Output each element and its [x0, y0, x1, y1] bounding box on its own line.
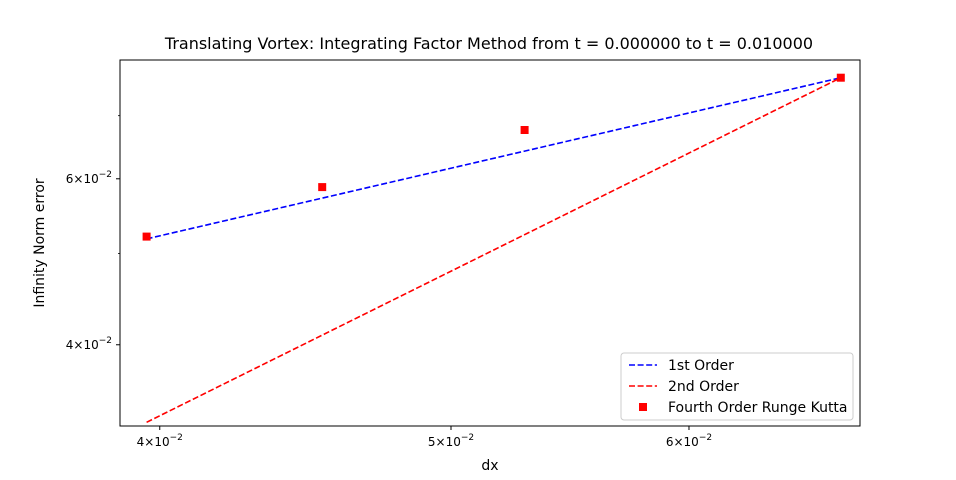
x-tick-label: 4×10−2 [137, 433, 183, 449]
legend-label-rk4: Fourth Order Runge Kutta [668, 400, 848, 416]
x-axis-label: dx [481, 458, 498, 474]
x-tick-label: 6×10−2 [666, 433, 712, 449]
legend-box [620, 352, 854, 421]
plot-frame [119, 59, 861, 427]
chart-title: Translating Vortex: Integrating Factor M… [164, 34, 813, 53]
legend-label-2nd-order: 2nd Order [668, 379, 739, 395]
legend-label-1st-order: 1st Order [668, 358, 734, 374]
y-axis-label: Infinity Norm error [32, 178, 48, 308]
legend: 1st Order 2nd Order Fourth Order Runge K… [620, 352, 854, 421]
data-point-fourth-order-runge-kutta [520, 126, 529, 134]
data-point-fourth-order-runge-kutta [142, 232, 151, 241]
y-tick-label: 4×10−2 [66, 336, 112, 352]
data-point-fourth-order-runge-kutta [836, 73, 845, 82]
x-tick-label: 5×10−2 [428, 433, 474, 449]
plot-area [142, 73, 845, 424]
data-point-fourth-order-runge-kutta [318, 183, 327, 192]
axes: 4×10−2 5×10−2 6×10−2 4×10−2 6×10−2 [66, 115, 712, 449]
series-line-1st-order [146, 76, 841, 240]
legend-marker-rk4 [639, 403, 647, 411]
y-tick-label: 6×10−2 [66, 170, 112, 186]
series-line-2nd-order [146, 76, 842, 424]
